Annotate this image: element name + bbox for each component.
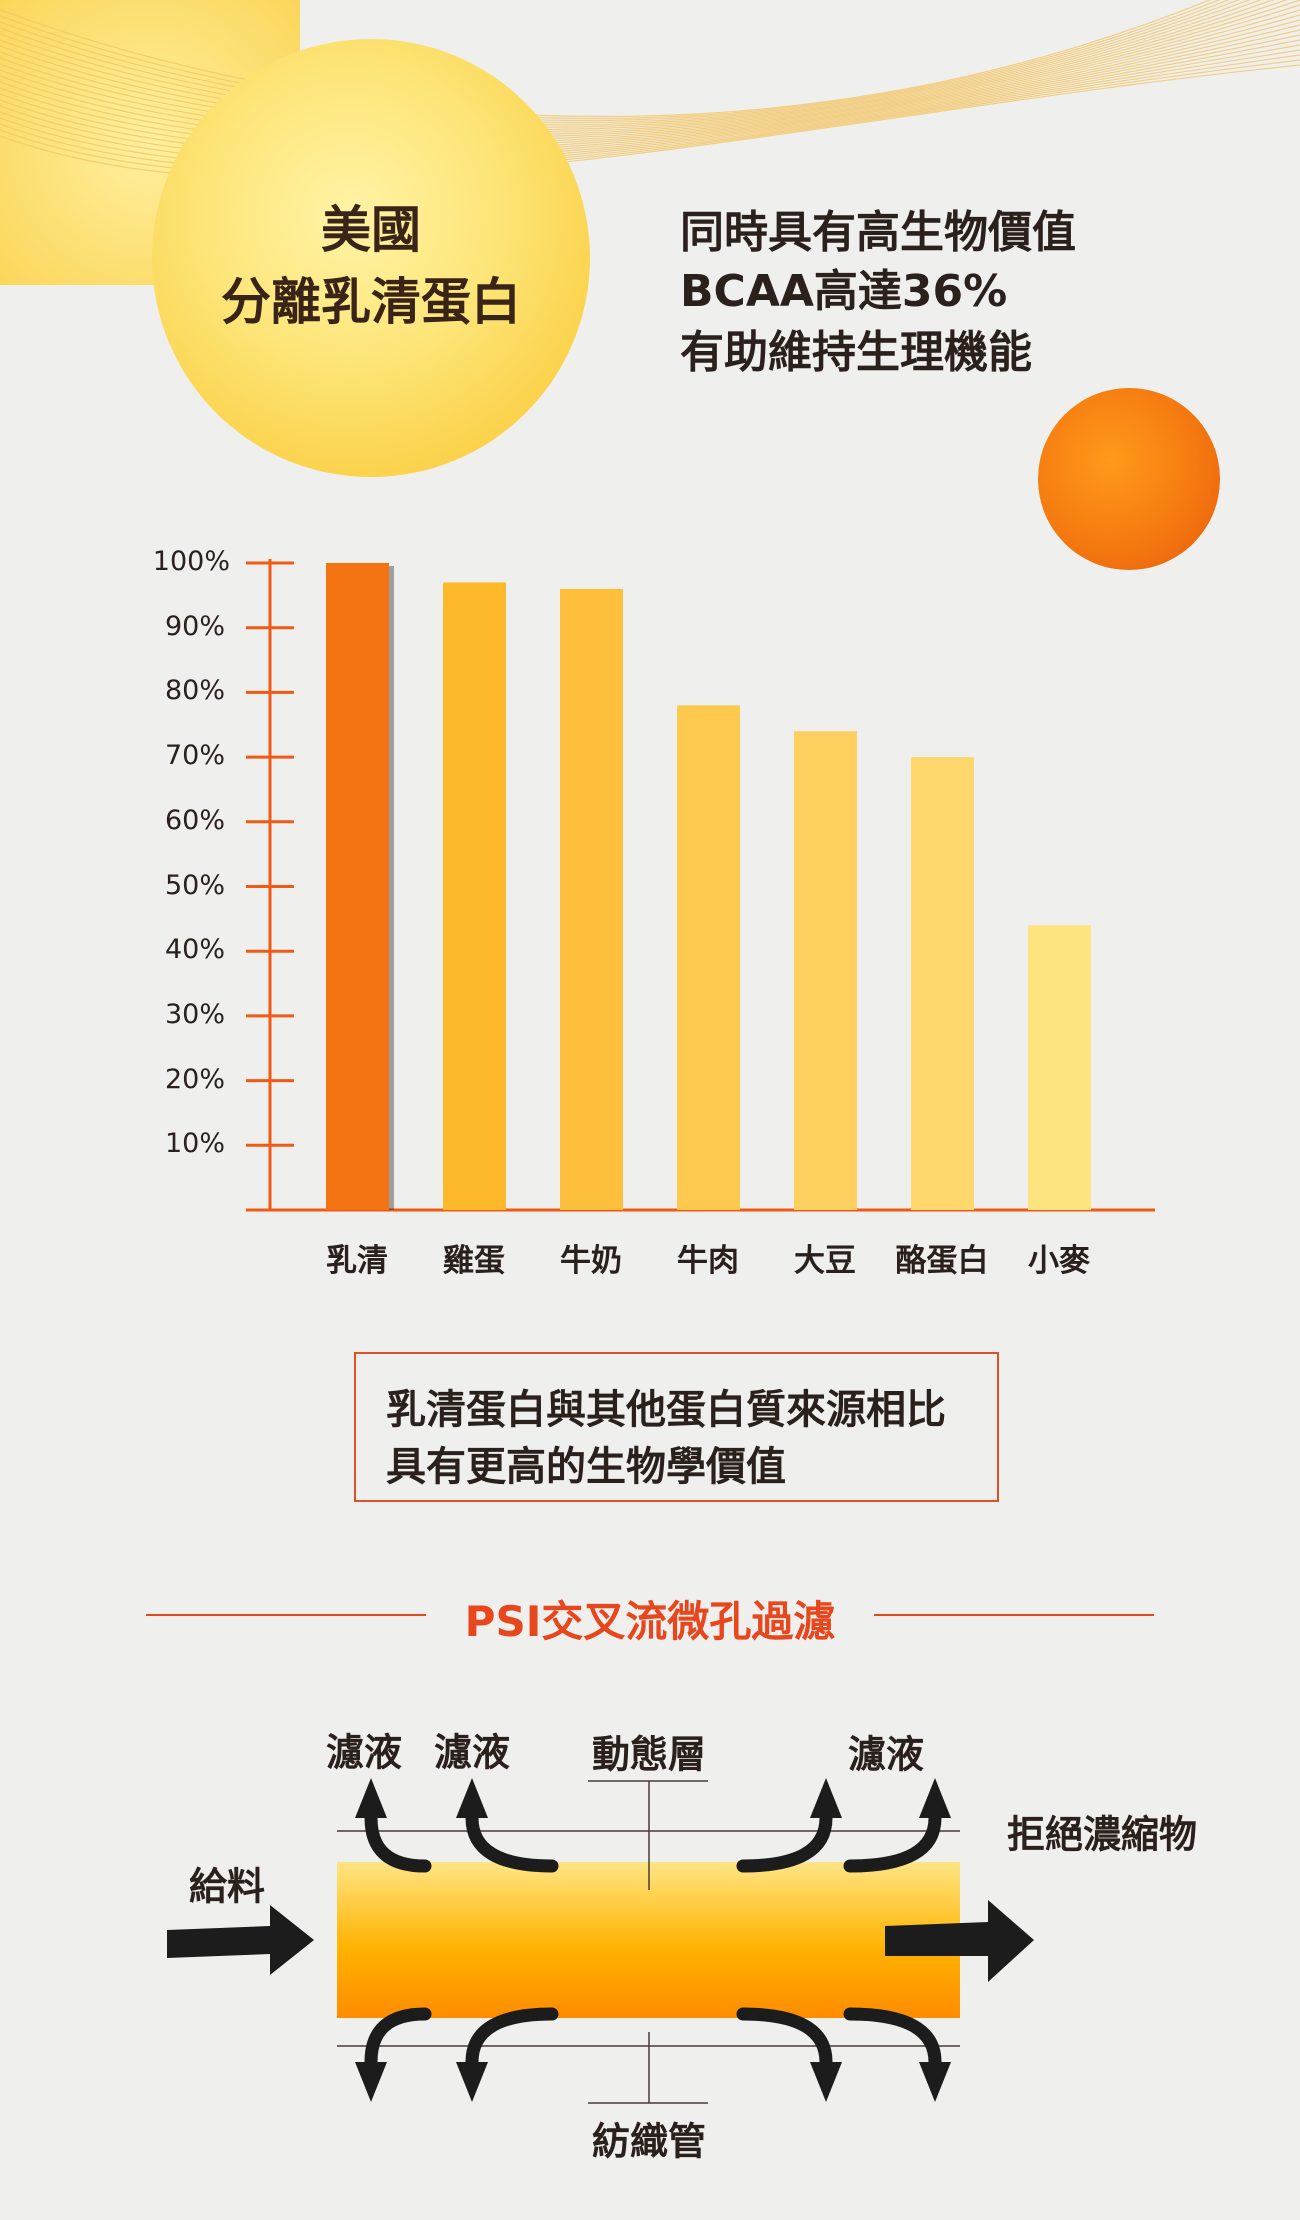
label-tube: 紡織管 xyxy=(591,2119,707,2164)
bar-雞蛋 xyxy=(443,582,506,1210)
x-tick-label: 大豆 xyxy=(794,1243,856,1279)
filtrate-flow-arrow xyxy=(843,1811,942,1873)
y-tick-label: 40% xyxy=(164,934,225,966)
title-line-1: 美國 xyxy=(321,201,421,259)
filtrate-flow-arrow xyxy=(364,1811,432,1873)
y-tick-label: 50% xyxy=(164,869,225,901)
bar-大豆 xyxy=(794,731,857,1210)
note-line-2: 具有更高的生物學價值 xyxy=(386,1444,786,1490)
claim-2: BCAA高達36% xyxy=(680,266,1008,317)
y-tick-label: 100% xyxy=(152,546,230,577)
claim-1: 同時具有高生物價值 xyxy=(680,207,1076,258)
filtrate-flow-arrow xyxy=(736,2007,833,2069)
bar-chart xyxy=(246,559,1155,1212)
filtrate-flow-arrow xyxy=(465,2007,559,2069)
label-filtrate-1: 濾液 xyxy=(325,1730,403,1775)
label-filtrate-2: 濾液 xyxy=(433,1730,511,1775)
arrowhead-icon xyxy=(810,1778,842,1818)
x-tick-label: 牛奶 xyxy=(560,1243,622,1279)
y-tick-label: 20% xyxy=(164,1063,225,1095)
section-title: PSI交叉流微孔過濾 xyxy=(464,1597,836,1646)
retentate-arrow xyxy=(885,1900,1034,1982)
arrowhead-icon xyxy=(355,1778,387,1818)
title-line-2: 分離乳清蛋白 xyxy=(221,273,521,331)
y-tick-label: 90% xyxy=(164,610,225,642)
filtrate-flow-arrow xyxy=(364,2007,432,2069)
bar-乳清 xyxy=(326,563,389,1210)
filtrate-flow-arrow xyxy=(736,1811,833,1873)
label-retentate: 拒絕濃縮物 xyxy=(1006,1812,1198,1857)
label-dynamic-layer: 動態層 xyxy=(591,1732,707,1777)
y-tick-label: 70% xyxy=(164,740,225,772)
note-line-1: 乳清蛋白與其他蛋白質來源相比 xyxy=(386,1387,946,1433)
arrowhead-icon xyxy=(919,2062,951,2102)
divider-left xyxy=(146,1614,426,1616)
y-tick-label: 10% xyxy=(164,1128,225,1160)
filtration-diagram xyxy=(167,1778,1034,2104)
bar-牛奶 xyxy=(560,588,623,1210)
divider-right xyxy=(874,1614,1154,1616)
arrowhead-icon xyxy=(456,1778,488,1818)
label-feed: 給料 xyxy=(188,1864,266,1909)
feed-arrow xyxy=(167,1905,314,1975)
arrowhead-icon xyxy=(456,2062,488,2102)
y-tick-label: 30% xyxy=(164,998,225,1030)
claim-3: 有助維持生理機能 xyxy=(680,327,1032,378)
bar-小麥 xyxy=(1028,925,1091,1210)
arrowhead-icon xyxy=(919,1778,951,1818)
bar-酪蛋白 xyxy=(911,757,974,1210)
x-tick-label: 酪蛋白 xyxy=(895,1243,989,1279)
filtrate-flow-arrow xyxy=(843,2007,942,2069)
x-tick-label: 乳清 xyxy=(326,1243,388,1279)
label-filtrate-3: 濾液 xyxy=(847,1732,925,1777)
x-tick-label: 牛肉 xyxy=(677,1243,739,1279)
wave-lines xyxy=(0,0,1300,180)
x-tick-label: 小麥 xyxy=(1028,1243,1090,1279)
x-tick-label: 雞蛋 xyxy=(443,1243,505,1279)
filtrate-flow-arrow xyxy=(465,1811,559,1873)
arrowhead-icon xyxy=(355,2062,387,2102)
arrowhead-icon xyxy=(810,2062,842,2102)
bar-牛肉 xyxy=(677,705,740,1210)
y-tick-label: 60% xyxy=(164,804,225,836)
yellow-circle xyxy=(152,39,590,477)
note-box: 乳清蛋白與其他蛋白質來源相比 具有更高的生物學價值 xyxy=(354,1352,999,1502)
orange-circle xyxy=(1038,388,1220,570)
y-tick-label: 80% xyxy=(164,675,225,707)
